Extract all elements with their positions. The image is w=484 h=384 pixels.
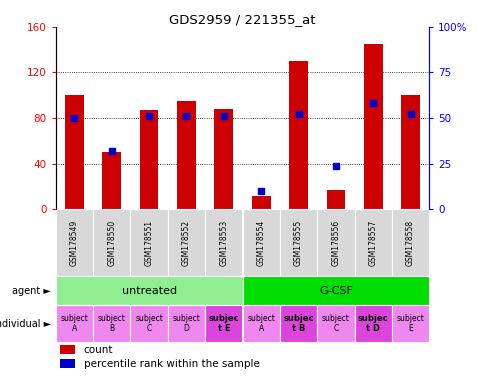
Bar: [60, 359, 76, 368]
Text: agent ►: agent ►: [12, 286, 51, 296]
Bar: [56, 209, 93, 276]
Text: subject
B: subject B: [98, 314, 125, 333]
Text: GSM178549: GSM178549: [70, 220, 79, 266]
Text: GSM178553: GSM178553: [219, 220, 228, 266]
Bar: [102, 152, 121, 209]
Text: GSM178558: GSM178558: [405, 220, 414, 266]
Bar: [60, 345, 76, 354]
Bar: [242, 209, 279, 276]
Point: [257, 188, 265, 194]
Bar: [400, 95, 419, 209]
Bar: [391, 209, 428, 276]
Text: GSM178556: GSM178556: [331, 220, 340, 266]
Point: [219, 113, 227, 119]
Bar: [279, 305, 317, 342]
Bar: [139, 110, 158, 209]
Text: GSM178555: GSM178555: [293, 220, 302, 266]
Bar: [130, 305, 167, 342]
Text: GSM178557: GSM178557: [368, 220, 377, 266]
Point: [145, 113, 153, 119]
Point: [331, 162, 339, 169]
Bar: [56, 305, 93, 342]
Bar: [288, 61, 307, 209]
Bar: [326, 190, 345, 209]
Text: count: count: [84, 345, 113, 355]
Text: subject
A: subject A: [247, 314, 274, 333]
Bar: [177, 101, 196, 209]
Bar: [242, 276, 428, 305]
Bar: [56, 276, 242, 305]
Point: [369, 101, 377, 107]
Point: [406, 111, 413, 118]
Text: untreated: untreated: [121, 286, 176, 296]
Text: subjec
t D: subjec t D: [357, 314, 388, 333]
Bar: [391, 305, 428, 342]
Text: GSM178554: GSM178554: [256, 220, 265, 266]
Bar: [354, 305, 391, 342]
Point: [294, 111, 302, 118]
Text: subject
C: subject C: [321, 314, 349, 333]
Bar: [130, 209, 167, 276]
Text: subject
C: subject C: [135, 314, 163, 333]
Text: subjec
t B: subjec t B: [283, 314, 313, 333]
Bar: [279, 209, 317, 276]
Bar: [167, 209, 205, 276]
Text: subjec
t E: subjec t E: [208, 314, 239, 333]
Text: GSM178551: GSM178551: [144, 220, 153, 266]
Title: GDS2959 / 221355_at: GDS2959 / 221355_at: [169, 13, 315, 26]
Text: subject
A: subject A: [60, 314, 88, 333]
Bar: [65, 95, 84, 209]
Bar: [317, 209, 354, 276]
Point: [107, 148, 115, 154]
Point: [71, 115, 78, 121]
Bar: [242, 305, 279, 342]
Bar: [317, 305, 354, 342]
Point: [182, 113, 190, 119]
Bar: [363, 44, 382, 209]
Text: subject
D: subject D: [172, 314, 200, 333]
Text: subject
E: subject E: [396, 314, 424, 333]
Text: GSM178552: GSM178552: [182, 220, 191, 266]
Text: percentile rank within the sample: percentile rank within the sample: [84, 359, 259, 369]
Bar: [93, 209, 130, 276]
Bar: [93, 305, 130, 342]
Bar: [167, 305, 205, 342]
Bar: [214, 109, 233, 209]
Bar: [354, 209, 391, 276]
Bar: [251, 195, 270, 209]
Text: G-CSF: G-CSF: [318, 286, 352, 296]
Text: individual ►: individual ►: [0, 318, 51, 329]
Text: GSM178550: GSM178550: [107, 220, 116, 266]
Bar: [205, 209, 242, 276]
Bar: [205, 305, 242, 342]
